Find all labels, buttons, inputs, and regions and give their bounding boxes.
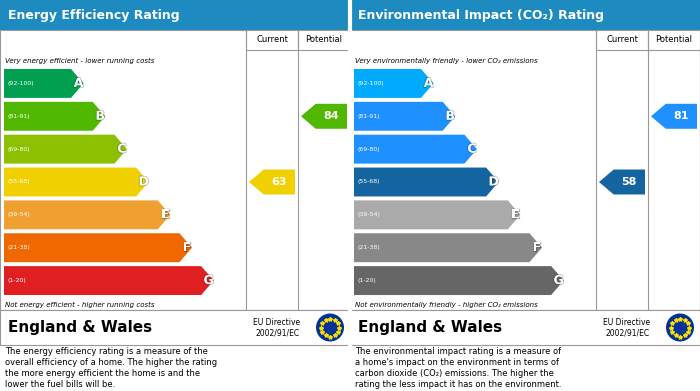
Polygon shape [354, 102, 455, 131]
Text: G: G [204, 274, 214, 287]
Text: The energy efficiency rating is a measure of the: The energy efficiency rating is a measur… [5, 347, 208, 356]
Text: Environmental Impact (CO₂) Rating: Environmental Impact (CO₂) Rating [358, 9, 604, 22]
Circle shape [316, 314, 344, 341]
Text: (81-91): (81-91) [358, 114, 381, 119]
Text: (1-20): (1-20) [8, 278, 27, 283]
Polygon shape [354, 266, 564, 295]
Polygon shape [599, 170, 645, 194]
Text: The environmental impact rating is a measure of: The environmental impact rating is a mea… [355, 347, 561, 356]
Text: 84: 84 [323, 111, 340, 121]
Circle shape [666, 314, 694, 341]
Text: Not environmentally friendly - higher CO₂ emissions: Not environmentally friendly - higher CO… [355, 302, 538, 308]
Text: carbon dioxide (CO₂) emissions. The higher the: carbon dioxide (CO₂) emissions. The high… [355, 369, 554, 378]
Text: overall efficiency of a home. The higher the rating: overall efficiency of a home. The higher… [5, 358, 217, 367]
Bar [350, 310, 700, 345]
Text: B: B [95, 110, 105, 123]
Text: D: D [139, 176, 148, 188]
Text: (92-100): (92-100) [358, 81, 384, 86]
Polygon shape [249, 170, 295, 194]
Text: a home's impact on the environment in terms of: a home's impact on the environment in te… [355, 358, 559, 367]
Polygon shape [4, 135, 127, 163]
Text: A: A [424, 77, 433, 90]
Text: Current: Current [256, 36, 288, 45]
Text: (69-80): (69-80) [8, 147, 31, 152]
Text: D: D [489, 176, 498, 188]
Text: G: G [554, 274, 564, 287]
Text: C: C [468, 143, 477, 156]
Bar [246, 30, 298, 50]
Text: Potential: Potential [655, 36, 692, 45]
Polygon shape [354, 167, 498, 196]
Polygon shape [4, 233, 192, 262]
Polygon shape [4, 266, 213, 295]
Text: England & Wales: England & Wales [8, 320, 152, 335]
Text: Potential: Potential [305, 36, 342, 45]
Text: B: B [445, 110, 455, 123]
Text: (55-68): (55-68) [358, 179, 381, 185]
Bar [648, 30, 700, 50]
Polygon shape [4, 69, 83, 98]
Bar [0, 0, 350, 30]
Polygon shape [354, 201, 520, 229]
Text: 58: 58 [622, 177, 637, 187]
Text: lower the fuel bills will be.: lower the fuel bills will be. [5, 380, 116, 389]
Text: rating the less impact it has on the environment.: rating the less impact it has on the env… [355, 380, 561, 389]
Text: Energy Efficiency Rating: Energy Efficiency Rating [8, 9, 180, 22]
Polygon shape [4, 167, 148, 196]
Text: (1-20): (1-20) [358, 278, 377, 283]
Bar [0, 310, 350, 345]
Text: (55-68): (55-68) [8, 179, 31, 185]
Text: (81-91): (81-91) [8, 114, 31, 119]
Text: F: F [533, 241, 541, 254]
Bar [298, 30, 350, 50]
Text: (39-54): (39-54) [8, 212, 31, 217]
Text: (21-38): (21-38) [358, 245, 381, 250]
Polygon shape [354, 233, 542, 262]
Bar [350, 0, 700, 30]
Polygon shape [354, 69, 433, 98]
Text: Current: Current [606, 36, 638, 45]
Bar [350, 30, 700, 310]
Text: F: F [183, 241, 191, 254]
Text: C: C [118, 143, 127, 156]
Text: Very environmentally friendly - lower CO₂ emissions: Very environmentally friendly - lower CO… [355, 58, 538, 64]
Text: 63: 63 [272, 177, 287, 187]
Polygon shape [651, 104, 697, 129]
Text: E: E [511, 208, 519, 221]
Text: A: A [74, 77, 83, 90]
Polygon shape [354, 135, 477, 163]
Text: the more energy efficient the home is and the: the more energy efficient the home is an… [5, 369, 200, 378]
Bar [596, 30, 648, 50]
Bar [0, 30, 350, 310]
Text: Not energy efficient - higher running costs: Not energy efficient - higher running co… [5, 302, 155, 308]
Text: E: E [161, 208, 169, 221]
Text: Very energy efficient - lower running costs: Very energy efficient - lower running co… [5, 58, 155, 64]
Text: EU Directive
2002/91/EC: EU Directive 2002/91/EC [603, 318, 650, 337]
Text: 81: 81 [673, 111, 689, 121]
Text: (69-80): (69-80) [358, 147, 381, 152]
Text: (21-38): (21-38) [8, 245, 31, 250]
Polygon shape [4, 102, 105, 131]
Polygon shape [301, 104, 347, 129]
Text: England & Wales: England & Wales [358, 320, 502, 335]
Text: (92-100): (92-100) [8, 81, 34, 86]
Text: EU Directive
2002/91/EC: EU Directive 2002/91/EC [253, 318, 300, 337]
Text: (39-54): (39-54) [358, 212, 381, 217]
Polygon shape [4, 201, 170, 229]
